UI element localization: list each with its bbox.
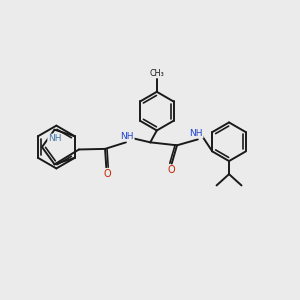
Text: O: O <box>167 165 175 175</box>
Text: O: O <box>103 169 111 179</box>
Text: NH: NH <box>48 134 61 143</box>
Text: NH: NH <box>121 132 134 141</box>
Text: CH₃: CH₃ <box>149 69 164 78</box>
Text: NH: NH <box>190 129 203 138</box>
